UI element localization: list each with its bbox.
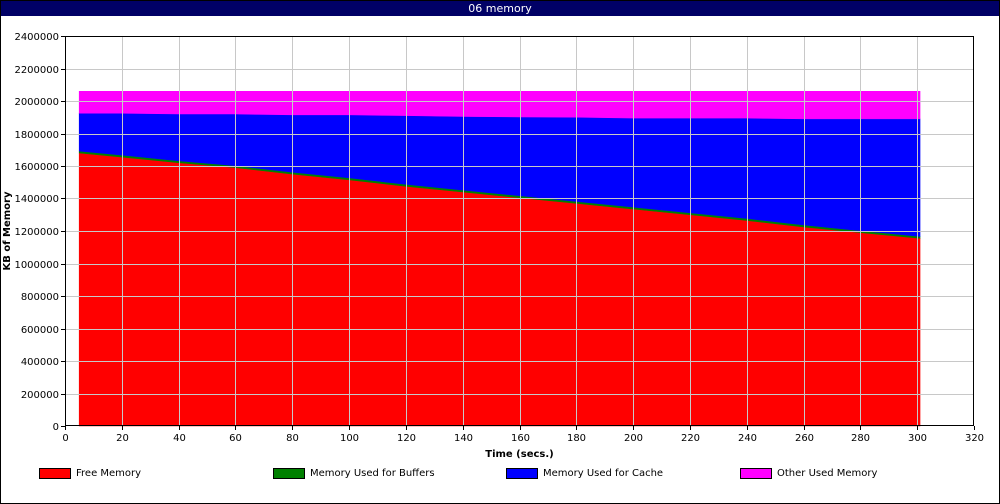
y-tick-label: 800000	[21, 292, 59, 303]
title-bar: 06 memory	[1, 1, 999, 16]
x-tick-label: 140	[454, 433, 473, 444]
y-tick-label: 1800000	[14, 130, 59, 141]
x-tick-label: 220	[681, 433, 700, 444]
y-tick-label: 600000	[21, 325, 59, 336]
x-tick-label: 80	[286, 433, 299, 444]
x-tick-label: 280	[851, 433, 870, 444]
y-tick-label: 200000	[21, 390, 59, 401]
y-axis-title: KB of Memory	[2, 191, 13, 271]
x-tick-label: 120	[397, 433, 416, 444]
legend-label: Memory Used for Cache	[543, 467, 664, 479]
legend-label: Memory Used for Buffers	[310, 467, 435, 479]
legend-swatch	[740, 467, 772, 479]
y-tick-label: 1000000	[14, 260, 59, 271]
legend-item-other-used-memory: Other Used Memory	[740, 465, 877, 481]
x-tick-label: 200	[624, 433, 643, 444]
x-tick-label: 60	[229, 433, 242, 444]
x-tick-label: 300	[908, 433, 927, 444]
legend-swatch	[39, 467, 71, 479]
y-tick-label: 1200000	[14, 227, 59, 238]
y-tick-label: 1600000	[14, 162, 59, 173]
y-tick-label: 2400000	[14, 32, 59, 43]
legend-item-memory-used-for-cache: Memory Used for Cache	[506, 465, 663, 481]
legend-item-free-memory: Free Memory	[39, 465, 141, 481]
chart-legend: Free Memory Memory Used for Buffers Memory…	[1, 465, 999, 481]
x-tick-label: 160	[511, 433, 530, 444]
legend-label: Free Memory	[76, 467, 142, 479]
legend-swatch	[506, 467, 538, 479]
y-tick-label: 2200000	[14, 65, 59, 76]
x-tick-label: 320	[965, 433, 984, 444]
x-tick-label: 180	[567, 433, 586, 444]
plot-frame	[65, 36, 974, 426]
y-tick-label: 400000	[21, 357, 59, 368]
x-tick-label: 240	[738, 433, 757, 444]
legend-label: Other Used Memory	[777, 467, 878, 479]
x-axis-title: Time (secs.)	[485, 449, 554, 460]
x-tick-label: 0	[62, 433, 68, 444]
y-tick-label: 1400000	[14, 194, 59, 205]
y-tick-label: 0	[53, 422, 59, 433]
memory-area-chart: 0 20 40 60 80 100 120 140 160 180 200 220 240 260 280 3…	[2, 32, 984, 460]
x-tick-label: 100	[340, 433, 359, 444]
legend-item-memory-used-for-buffers: Memory Used for Buffers	[273, 465, 435, 481]
x-tick-label: 260	[795, 433, 814, 444]
x-tick-label: 40	[173, 433, 186, 444]
legend-swatch	[273, 467, 305, 479]
y-tick-label: 2000000	[14, 97, 59, 108]
window-title: 06 memory	[468, 2, 532, 15]
area-other-used-memory	[78, 90, 921, 120]
x-tick-label: 20	[116, 433, 129, 444]
